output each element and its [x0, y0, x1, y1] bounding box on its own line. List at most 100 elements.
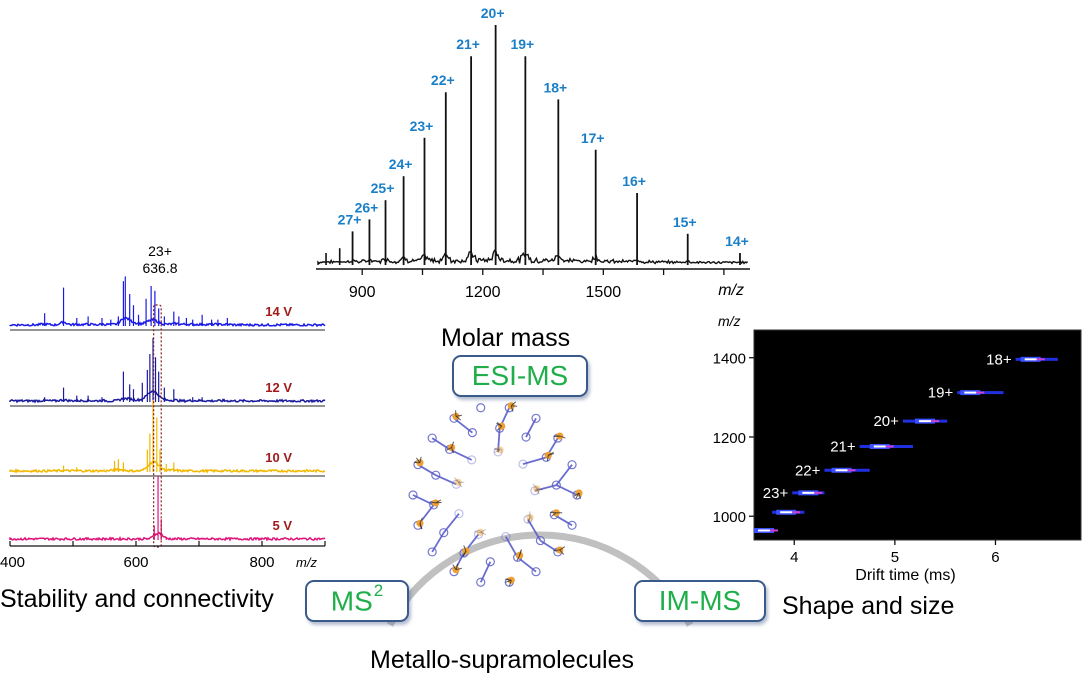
molecule-ring: [467, 455, 477, 465]
molecule-ring: [518, 459, 528, 469]
molecule-substituent: [526, 517, 531, 523]
molecule-substituent: [455, 563, 459, 570]
im-x-tick-label: 5: [891, 549, 899, 566]
molecule-substituent: [474, 531, 481, 533]
esi-peak-label: 19+: [510, 36, 534, 52]
esi-peak-label: 25+: [371, 180, 395, 196]
ms2-x-axis-label: m/z: [296, 555, 317, 570]
im-x-axis-label: Drift time (ms): [855, 567, 955, 584]
im-ms-label: IM-MS: [658, 585, 742, 616]
molecule-substituent: [455, 567, 462, 571]
left-caption: Stability and connectivity: [0, 585, 274, 613]
im-spot-peak: [1024, 358, 1037, 361]
esi-peak-label: 17+: [581, 130, 605, 146]
molecule-substituent: [559, 435, 566, 439]
esi-peak-label: 24+: [389, 156, 413, 172]
molecule-ring: [408, 490, 418, 500]
esi-x-axis-label: m/z: [718, 282, 744, 299]
im-spot-tail: [1036, 358, 1045, 361]
molecule-substituent: [494, 448, 501, 451]
im-spot-peak: [873, 445, 886, 448]
molecule-bond: [431, 532, 445, 553]
molecule-ring: [567, 460, 577, 470]
esi-x-tick-label: 1200: [465, 284, 501, 300]
molecule-substituent: [435, 501, 442, 504]
im-spot-tail: [792, 511, 801, 514]
molar-mass-caption: Molar mass: [441, 324, 571, 352]
im-spot-tail: [770, 529, 779, 532]
im-x-tick-label: 6: [991, 549, 999, 566]
molecule-substituent: [505, 579, 512, 583]
molecule-ring: [567, 520, 577, 530]
molecule-substituent: [516, 555, 521, 561]
molecule-substituent: [510, 401, 517, 407]
ms2-x-tick-label: 400: [0, 554, 25, 571]
molecule-bond: [431, 437, 451, 451]
im-spot-tail: [814, 491, 823, 494]
molecule-ring: [531, 567, 541, 577]
molecule-ring: [473, 529, 484, 539]
molecule-bond: [435, 474, 457, 486]
ms2-voltage-label: 5 V: [272, 518, 292, 533]
molecule-metal-center: [454, 478, 462, 486]
molecule-metal-center: [507, 576, 515, 584]
im-spot-label: 21+: [830, 438, 856, 455]
molecule-substituent: [463, 545, 467, 552]
esi-peak-label: 22+: [431, 72, 455, 88]
molecule-substituent: [494, 449, 501, 453]
molecule-metal-center: [533, 485, 541, 493]
esi-peak-label: 27+: [338, 211, 362, 227]
molecule-substituent: [496, 422, 502, 427]
esi-peak-label: 16+: [622, 173, 646, 189]
molecule-ring: [501, 532, 511, 542]
ms2-box[interactable]: MS2: [305, 580, 409, 622]
im-spot-label: 19+: [928, 385, 954, 402]
ms2-trace: [9, 460, 326, 474]
im-spot-peak: [919, 420, 932, 423]
im-ms-box[interactable]: IM-MS: [634, 580, 766, 622]
ms2-x-tick-label: 600: [123, 554, 148, 571]
im-spot-peak: [780, 511, 793, 514]
esi-ms-spectrum: 27+26+ 25+ 24+ 23+ 22+ 21+20+ 19+ 18+ 17+ 16+ 15+ 1…: [316, 5, 750, 300]
molecule-substituent: [452, 564, 457, 570]
molecule-substituent: [578, 492, 581, 499]
im-spot-peak: [964, 391, 977, 394]
molecule-metal-center: [432, 499, 440, 507]
molecule-substituent: [451, 447, 454, 454]
esi-ms-box[interactable]: ESI-MS: [452, 355, 588, 397]
molecule-substituent: [559, 549, 565, 555]
esi-peak-label: 21+: [456, 36, 480, 52]
molecule-substituent: [455, 415, 462, 421]
ms2-voltage-label: 12 V: [265, 380, 292, 395]
ms2-label: MS2: [330, 580, 384, 617]
im-spot-label: 23+: [763, 485, 789, 502]
molecule-metal-center: [416, 519, 424, 527]
molecule-substituent: [419, 456, 422, 463]
molecule-substituent: [573, 492, 580, 497]
esi-peak-label: 15+: [673, 214, 697, 230]
im-spot-peak: [802, 491, 815, 494]
molecule-ring: [451, 479, 461, 489]
molecule-substituent: [510, 405, 514, 412]
im-y-tick-label: 1200: [713, 430, 746, 447]
molecule-substituent: [415, 457, 421, 464]
right-caption: Shape and size: [782, 592, 955, 620]
molecule-substituent: [451, 441, 455, 448]
im-spot-tail: [931, 420, 940, 423]
molecule-structure-icon: [408, 401, 583, 587]
ms2-trace: [9, 390, 326, 404]
molecule-substituent: [480, 528, 486, 533]
molecule-ring: [493, 447, 503, 457]
molecule-substituent: [511, 405, 518, 407]
ms2-spectra: 14 V 12 V 10 V 5 V 23+636.8 400 600 800 m/z: [0, 243, 326, 571]
im-spot-tail: [885, 445, 894, 448]
molecule-ring: [431, 470, 441, 480]
molecule-substituent: [446, 446, 452, 451]
esi-ms-label: ESI-MS: [471, 360, 569, 391]
esi-peak-label: 20+: [481, 5, 505, 21]
molecule-substituent: [496, 425, 503, 431]
ms2-annotation-mz: 636.8: [142, 260, 177, 276]
esi-peak-label: 18+: [543, 79, 567, 95]
molecule-substituent: [532, 483, 538, 490]
molecule-substituent: [462, 550, 467, 557]
